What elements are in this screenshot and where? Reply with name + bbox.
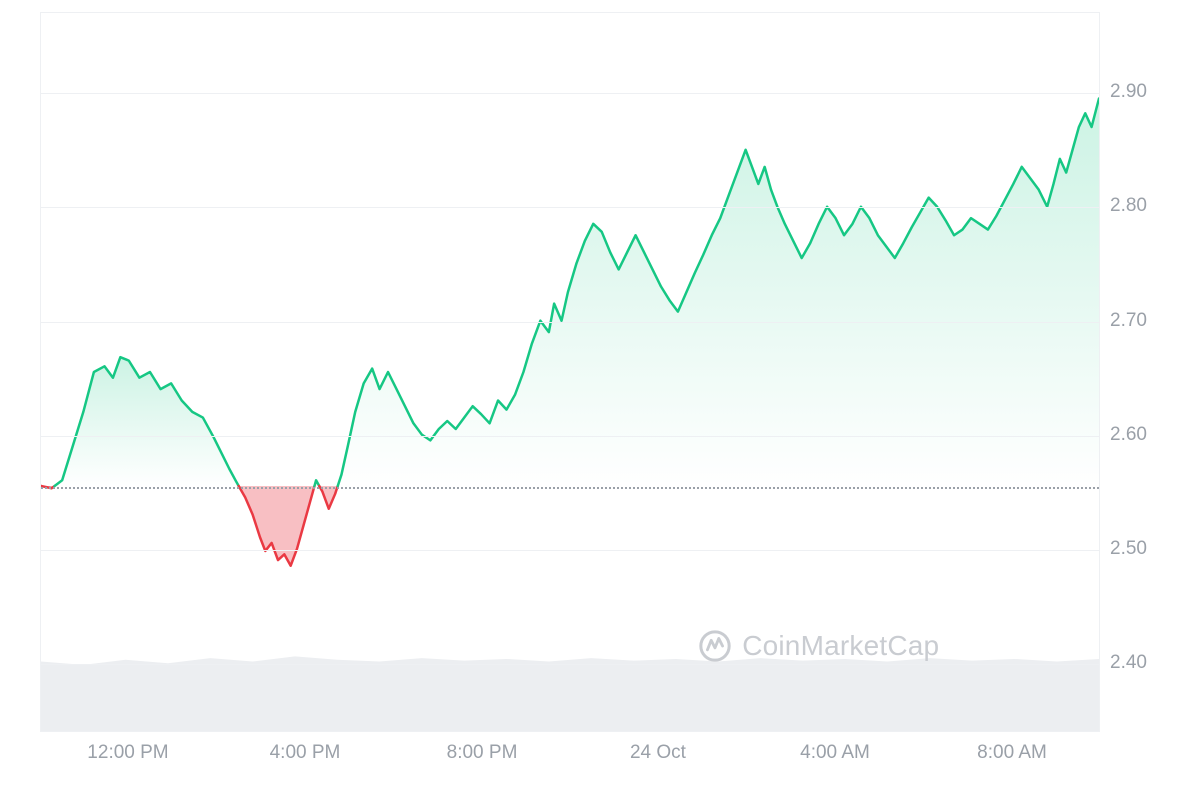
volume-band bbox=[41, 656, 1099, 731]
price-chart: CoinMarketCap 2.40 2.50 2.60 2.70 2.80 2.90 12… bbox=[0, 0, 1200, 800]
plot-area[interactable]: CoinMarketCap bbox=[40, 12, 1100, 732]
y-tick-label: 2.90 bbox=[1110, 81, 1170, 103]
area-above bbox=[338, 98, 1099, 485]
gridline bbox=[41, 436, 1099, 437]
gridline bbox=[41, 93, 1099, 94]
watermark-text: CoinMarketCap bbox=[742, 630, 939, 662]
watermark: CoinMarketCap bbox=[698, 629, 939, 663]
y-tick-label: 2.70 bbox=[1110, 310, 1170, 332]
area-above bbox=[55, 357, 239, 486]
gridline bbox=[41, 207, 1099, 208]
x-tick-label: 12:00 PM bbox=[87, 742, 168, 764]
baseline bbox=[41, 487, 1099, 489]
gridline bbox=[41, 322, 1099, 323]
y-tick-label: 2.50 bbox=[1110, 538, 1170, 560]
x-tick-label: 8:00 AM bbox=[977, 742, 1047, 764]
x-tick-label: 24 Oct bbox=[630, 742, 686, 764]
x-tick-label: 4:00 PM bbox=[270, 742, 341, 764]
gridline bbox=[41, 664, 1099, 665]
y-tick-label: 2.80 bbox=[1110, 195, 1170, 217]
coinmarketcap-icon bbox=[698, 629, 732, 663]
x-tick-label: 8:00 PM bbox=[447, 742, 518, 764]
y-tick-label: 2.60 bbox=[1110, 424, 1170, 446]
gridline bbox=[41, 550, 1099, 551]
y-tick-label: 2.40 bbox=[1110, 652, 1170, 674]
chart-svg bbox=[41, 13, 1099, 731]
x-tick-label: 4:00 AM bbox=[800, 742, 870, 764]
